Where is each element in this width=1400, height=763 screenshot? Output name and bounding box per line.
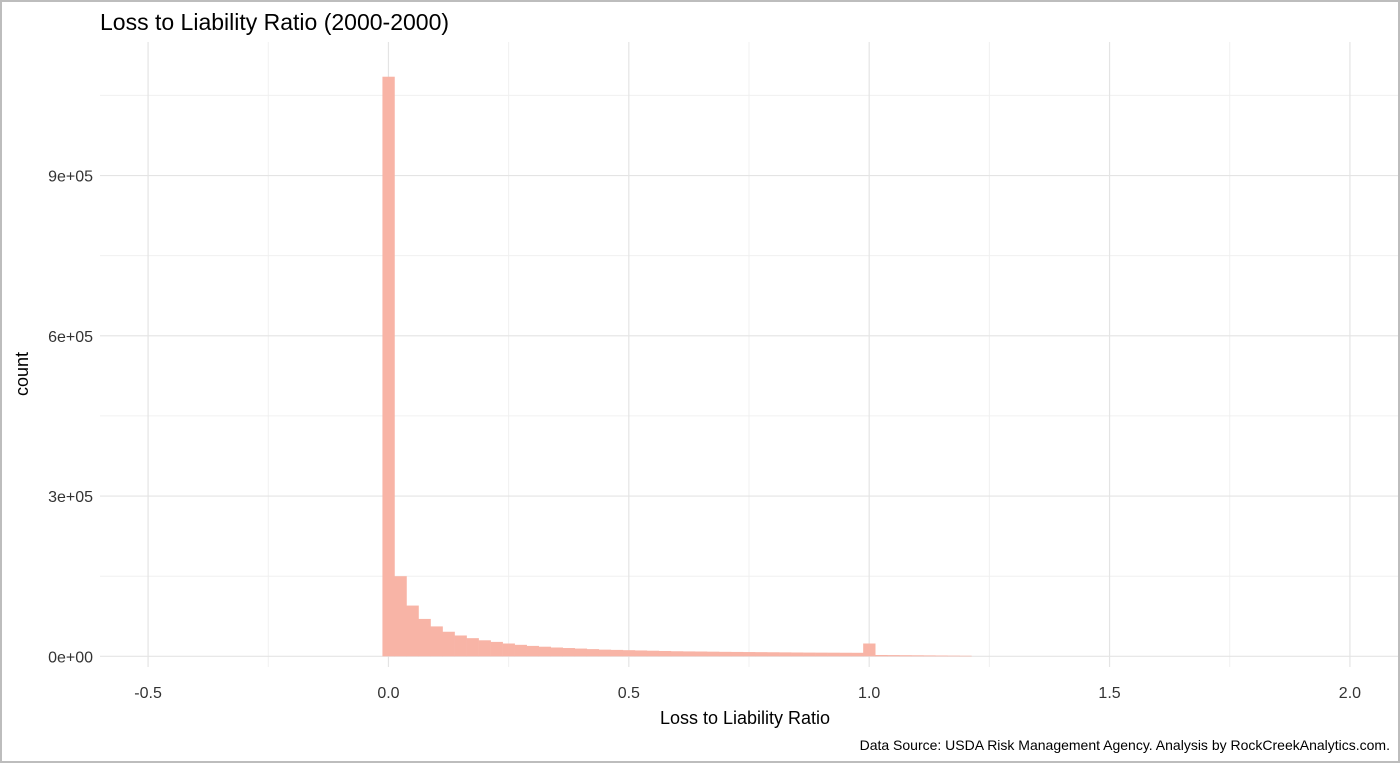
- histogram-bar: [634, 650, 648, 657]
- histogram-bar: [863, 643, 876, 657]
- histogram-bar: [406, 605, 419, 657]
- gridlines: [100, 42, 1398, 667]
- histogram-bar: [803, 652, 816, 657]
- histogram-bar: [827, 652, 840, 657]
- y-axis-ticks: 0e+00 3e+05 6e+05 9e+05: [48, 169, 93, 667]
- y-tick-label: 0e+00: [48, 649, 93, 666]
- histogram-bar: [730, 651, 744, 657]
- histogram-bar: [899, 655, 912, 657]
- x-tick-label: 2.0: [1339, 685, 1361, 702]
- histogram-bar: [670, 651, 684, 657]
- histogram-bar: [478, 640, 491, 657]
- x-axis-title: Loss to Liability Ratio: [660, 708, 830, 728]
- x-tick-label: 1.0: [858, 685, 880, 702]
- y-tick-label: 6e+05: [48, 329, 93, 346]
- histogram-bar: [947, 655, 960, 657]
- histogram-bar: [815, 652, 828, 657]
- histogram-bar: [875, 654, 888, 657]
- x-tick-label: -0.5: [134, 685, 162, 702]
- histogram-bar: [622, 650, 636, 657]
- y-axis-title: count: [12, 352, 32, 396]
- y-tick-label: 3e+05: [48, 489, 93, 506]
- histogram-bar: [394, 576, 407, 657]
- x-axis-ticks: -0.5 0.0 0.5 1.0 1.5 2.0: [134, 685, 1361, 702]
- histogram-bar: [959, 655, 972, 657]
- histogram-bar: [646, 650, 660, 657]
- histogram-bar: [755, 652, 768, 657]
- histogram-bar: [935, 655, 948, 657]
- histogram-bar: [586, 649, 600, 657]
- x-tick-label: 1.5: [1098, 685, 1120, 702]
- data-source-caption: Data Source: USDA Risk Management Agency…: [860, 737, 1390, 753]
- histogram-bars: [382, 76, 972, 657]
- histogram-bar: [742, 652, 756, 657]
- histogram-bar: [598, 649, 612, 657]
- x-tick-label: 0.5: [618, 685, 640, 702]
- histogram-bar: [550, 647, 564, 657]
- histogram-bar: [538, 646, 551, 657]
- chart-title: Loss to Liability Ratio (2000-2000): [100, 9, 449, 35]
- histogram-bar: [514, 644, 527, 657]
- histogram-bar: [718, 651, 732, 657]
- histogram-bar: [562, 648, 576, 657]
- histogram-bar: [694, 651, 708, 657]
- x-tick-label: 0.0: [377, 685, 399, 702]
- histogram-bar: [911, 655, 924, 657]
- histogram-bar: [454, 635, 467, 657]
- histogram-bar: [502, 643, 515, 657]
- histogram-bar: [442, 631, 455, 657]
- histogram-bar: [706, 651, 720, 657]
- histogram-bar: [490, 641, 503, 657]
- histogram-bar: [887, 655, 900, 657]
- histogram-bar: [526, 645, 539, 657]
- histogram-bar: [851, 652, 864, 657]
- histogram-bar: [682, 651, 696, 657]
- histogram-bar: [382, 76, 395, 657]
- histogram-bar: [418, 618, 431, 657]
- histogram-bar: [839, 652, 852, 657]
- y-tick-label: 9e+05: [48, 169, 93, 186]
- histogram-bar: [923, 655, 936, 657]
- histogram-bar: [610, 649, 624, 657]
- histogram-bar: [791, 652, 804, 657]
- histogram-bar: [574, 648, 588, 657]
- histogram-bar: [430, 626, 443, 657]
- histogram-bar: [779, 652, 792, 657]
- histogram-bar: [466, 638, 479, 657]
- histogram-bar: [767, 652, 780, 657]
- histogram-bar: [658, 650, 672, 657]
